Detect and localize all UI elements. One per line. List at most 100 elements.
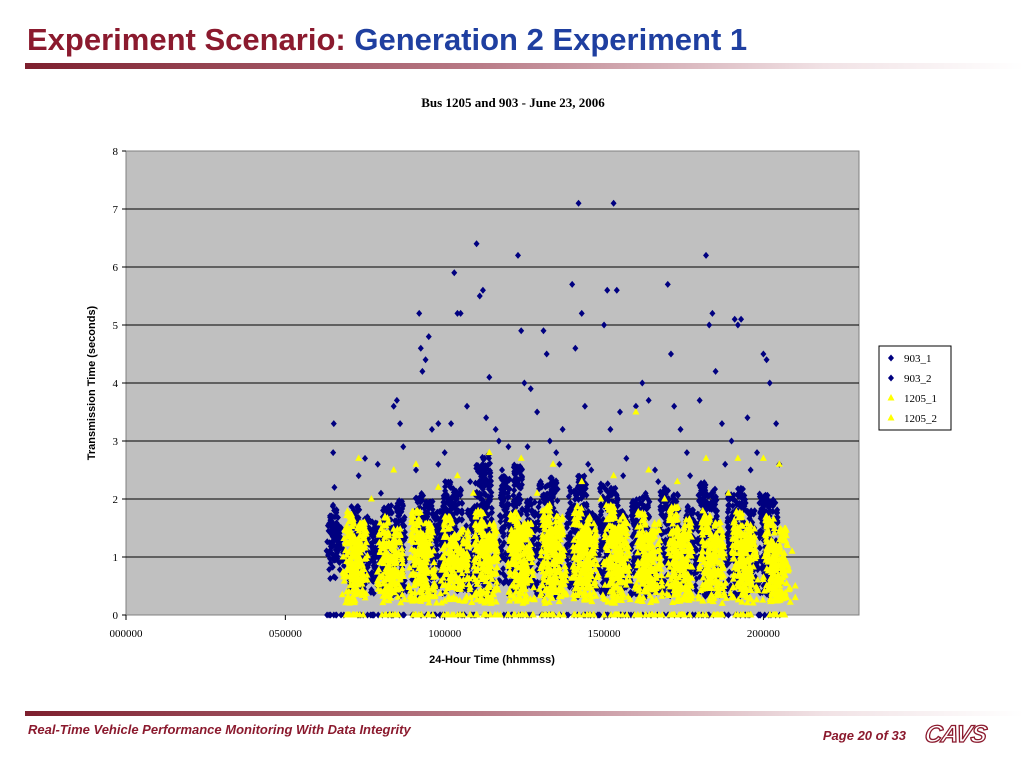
- point-903-1: [546, 437, 553, 445]
- point-903-2: [371, 552, 378, 560]
- point-903-2: [369, 543, 376, 551]
- point-903-1: [760, 350, 767, 358]
- point-903-1: [452, 508, 459, 516]
- point-903-1: [459, 516, 466, 524]
- point-903-1: [548, 475, 555, 483]
- point-903-1: [610, 199, 617, 207]
- point-903-1: [428, 425, 435, 433]
- point-903-1: [500, 494, 507, 502]
- point-903-1: [572, 344, 579, 352]
- point-903-1: [597, 480, 604, 488]
- point-903-1: [630, 554, 637, 562]
- point-903-1: [597, 545, 604, 553]
- point-903-2: [435, 523, 442, 531]
- point-903-2: [334, 539, 341, 547]
- point-903-1: [683, 449, 690, 457]
- point-903-2: [370, 611, 377, 619]
- point-903-1: [453, 496, 460, 504]
- point-903-1: [566, 583, 573, 591]
- point-903-1: [607, 425, 614, 433]
- point-903-1: [667, 350, 674, 358]
- x-tick-label: 200000: [747, 628, 781, 640]
- point-903-1: [514, 251, 521, 259]
- point-903-1: [396, 497, 403, 505]
- point-903-1: [513, 469, 520, 477]
- point-903-1: [697, 484, 704, 492]
- point-903-2: [432, 512, 439, 520]
- y-tick-label: 7: [113, 204, 119, 216]
- point-903-1: [701, 479, 708, 487]
- point-903-1: [604, 480, 611, 488]
- point-903-1: [484, 511, 491, 519]
- point-903-1: [500, 579, 507, 587]
- point-903-1: [559, 425, 566, 433]
- y-tick-label: 3: [113, 436, 119, 448]
- point-903-1: [699, 490, 706, 498]
- point-903-1: [713, 512, 720, 520]
- point-903-1: [754, 449, 761, 457]
- point-903-1: [563, 524, 570, 532]
- point-903-1: [482, 462, 489, 470]
- point-903-1: [744, 414, 751, 422]
- point-903-1: [417, 344, 424, 352]
- point-903-1: [726, 501, 733, 509]
- point-903-1: [473, 240, 480, 248]
- point-903-1: [692, 582, 699, 590]
- point-903-1: [664, 280, 671, 288]
- point-903-1: [765, 500, 772, 508]
- chart-title: Bus 1205 and 903 - June 23, 2006: [421, 95, 605, 110]
- point-903-1: [565, 561, 572, 569]
- point-903-1: [425, 333, 432, 341]
- point-903-1: [324, 611, 331, 619]
- point-903-1: [401, 536, 408, 544]
- point-903-1: [675, 491, 682, 499]
- point-903-1: [327, 559, 334, 567]
- point-903-2: [466, 508, 473, 516]
- point-903-1: [457, 491, 464, 499]
- point-903-1: [395, 501, 402, 509]
- point-903-1: [657, 491, 664, 499]
- point-903-1: [628, 506, 635, 514]
- point-903-1: [741, 492, 748, 500]
- point-903-1: [598, 507, 605, 515]
- point-903-1: [450, 488, 457, 496]
- point-903-1: [365, 515, 372, 523]
- point-903-1: [443, 505, 450, 513]
- y-tick-label: 6: [113, 262, 119, 274]
- point-903-1: [540, 327, 547, 335]
- point-903-1: [327, 574, 334, 582]
- point-903-1: [478, 491, 485, 499]
- point-903-1: [659, 504, 666, 512]
- point-903-1: [399, 500, 406, 508]
- point-903-1: [488, 504, 495, 512]
- point-903-1: [614, 496, 621, 504]
- point-903-1: [756, 499, 763, 507]
- point-903-1: [479, 496, 486, 504]
- point-903-1: [498, 546, 505, 554]
- point-903-1: [539, 492, 546, 500]
- point-903-1: [374, 460, 381, 468]
- point-903-1: [502, 572, 509, 580]
- point-903-1: [616, 408, 623, 416]
- point-903-1: [485, 454, 492, 462]
- point-903-1: [613, 286, 620, 294]
- point-903-2: [333, 611, 340, 619]
- point-903-1: [725, 611, 732, 619]
- point-903-1: [652, 466, 659, 474]
- point-903-1: [497, 518, 504, 526]
- point-903-1: [695, 491, 702, 499]
- point-903-1: [769, 507, 776, 515]
- point-903-1: [479, 469, 486, 477]
- point-903-1: [724, 508, 731, 516]
- point-903-1: [773, 420, 780, 428]
- point-903-1: [419, 367, 426, 375]
- point-903-1: [381, 507, 388, 515]
- point-903-2: [531, 498, 538, 506]
- point-903-1: [548, 487, 555, 495]
- point-903-1: [326, 565, 333, 573]
- point-903-1: [511, 486, 518, 494]
- point-903-1: [517, 496, 524, 504]
- point-903-1: [707, 491, 714, 499]
- point-903-1: [521, 379, 528, 387]
- point-903-1: [394, 506, 401, 514]
